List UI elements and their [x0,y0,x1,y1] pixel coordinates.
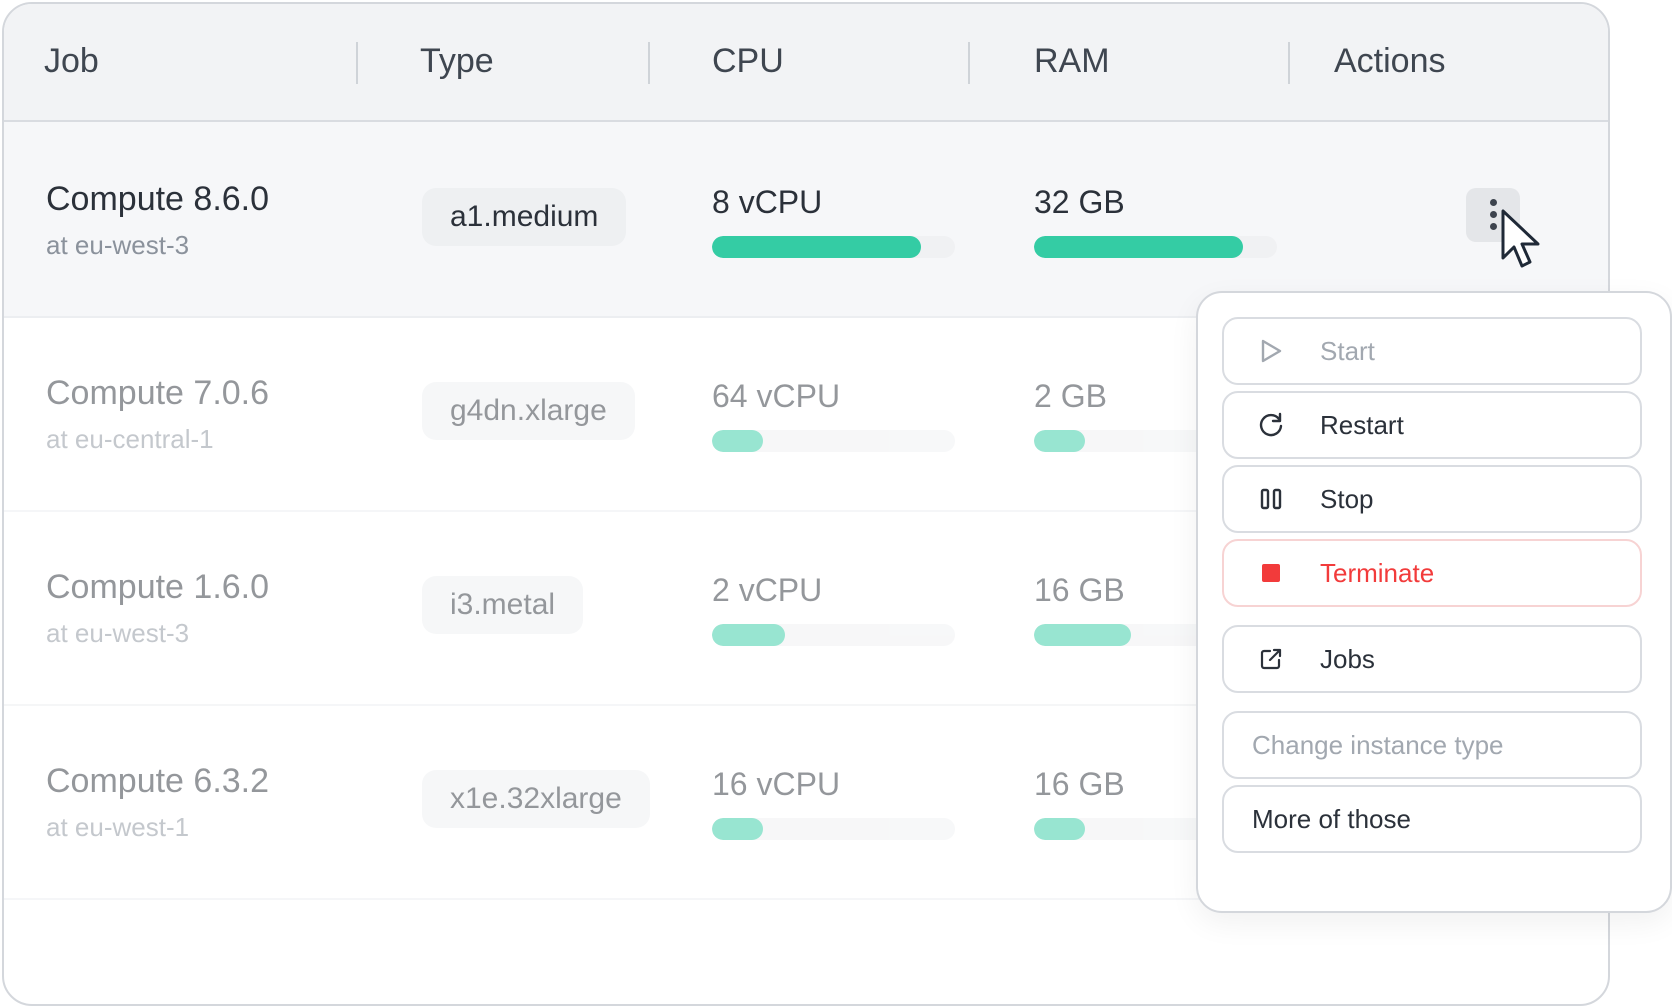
menu-item-label: Jobs [1320,643,1375,674]
column-header-job: Job [44,42,99,80]
instance-type-badge: x1e.32xlarge [422,770,650,828]
table-row[interactable]: Compute 6.3.2 at eu-west-1 x1e.32xlarge … [4,704,1608,900]
cpu-value: 2 vCPU [712,572,823,608]
job-location: at eu-west-1 [46,812,190,842]
table-row[interactable]: Compute 8.6.0 at eu-west-3 a1.medium 8 v… [4,122,1608,318]
cpu-value: 64 vCPU [712,378,841,414]
table-row[interactable]: Compute 1.6.0 at eu-west-3 i3.metal 2 vC… [4,510,1608,706]
cpu-usage-bar [712,818,955,840]
cpu-usage-fill [712,430,764,452]
cpu-usage-bar [712,430,955,452]
cpu-usage-fill [712,818,764,840]
play-icon [1256,336,1286,366]
job-name: Compute 6.3.2 [46,762,270,800]
job-name: Compute 8.6.0 [46,180,270,218]
menu-item-label: More of those [1252,803,1411,834]
menu-item-stop[interactable]: Stop [1222,465,1642,533]
job-location: at eu-west-3 [46,618,190,648]
menu-item-terminate[interactable]: Terminate [1222,539,1642,607]
ram-usage-fill [1034,430,1086,452]
instance-type-badge: a1.medium [422,188,627,246]
instance-type-badge: i3.metal [422,576,584,634]
ram-usage-fill [1034,236,1243,258]
cpu-usage-bar [712,236,955,258]
menu-item-label: Terminate [1320,557,1435,588]
ram-value: 32 GB [1034,184,1125,220]
mouse-cursor-icon [1501,209,1540,268]
ram-usage-fill [1034,818,1086,840]
column-divider [968,42,970,84]
column-header-actions: Actions [1334,42,1446,80]
job-name: Compute 7.0.6 [46,374,270,412]
menu-item-label: Restart [1320,409,1404,440]
menu-item-label: Start [1320,335,1375,366]
menu-item-label: Stop [1320,483,1374,514]
menu-item-jobs[interactable]: Jobs [1222,625,1642,693]
instance-type-badge: g4dn.xlarge [422,382,635,440]
pause-icon [1256,484,1286,514]
actions-menu: Start Restart Stop Terminate Jobs Change… [1196,291,1672,913]
column-header-cpu: CPU [712,42,784,80]
stop-square-icon [1256,558,1286,588]
cpu-usage-bar [712,624,955,646]
column-header-type: Type [420,42,494,80]
column-header-ram: RAM [1034,42,1110,80]
ram-value: 2 GB [1034,378,1107,414]
menu-item-start[interactable]: Start [1222,317,1642,385]
job-name: Compute 1.6.0 [46,568,270,606]
menu-item-change-instance-type[interactable]: Change instance type [1222,711,1642,779]
ram-usage-fill [1034,624,1132,646]
ram-usage-bar [1034,236,1277,258]
cpu-usage-fill [712,236,921,258]
menu-item-restart[interactable]: Restart [1222,391,1642,459]
cpu-value: 8 vCPU [712,184,823,220]
table-header: Job Type CPU RAM Actions [4,4,1608,122]
refresh-icon [1256,410,1286,440]
external-link-icon [1256,644,1286,674]
job-location: at eu-central-1 [46,424,214,454]
column-divider [356,42,358,84]
ram-value: 16 GB [1034,766,1125,802]
job-location: at eu-west-3 [46,230,190,260]
menu-item-label: Change instance type [1252,729,1504,760]
ram-value: 16 GB [1034,572,1125,608]
cpu-usage-fill [712,624,785,646]
column-divider [1288,42,1290,84]
cpu-value: 16 vCPU [712,766,841,802]
menu-item-more[interactable]: More of those [1222,785,1642,853]
column-divider [648,42,650,84]
